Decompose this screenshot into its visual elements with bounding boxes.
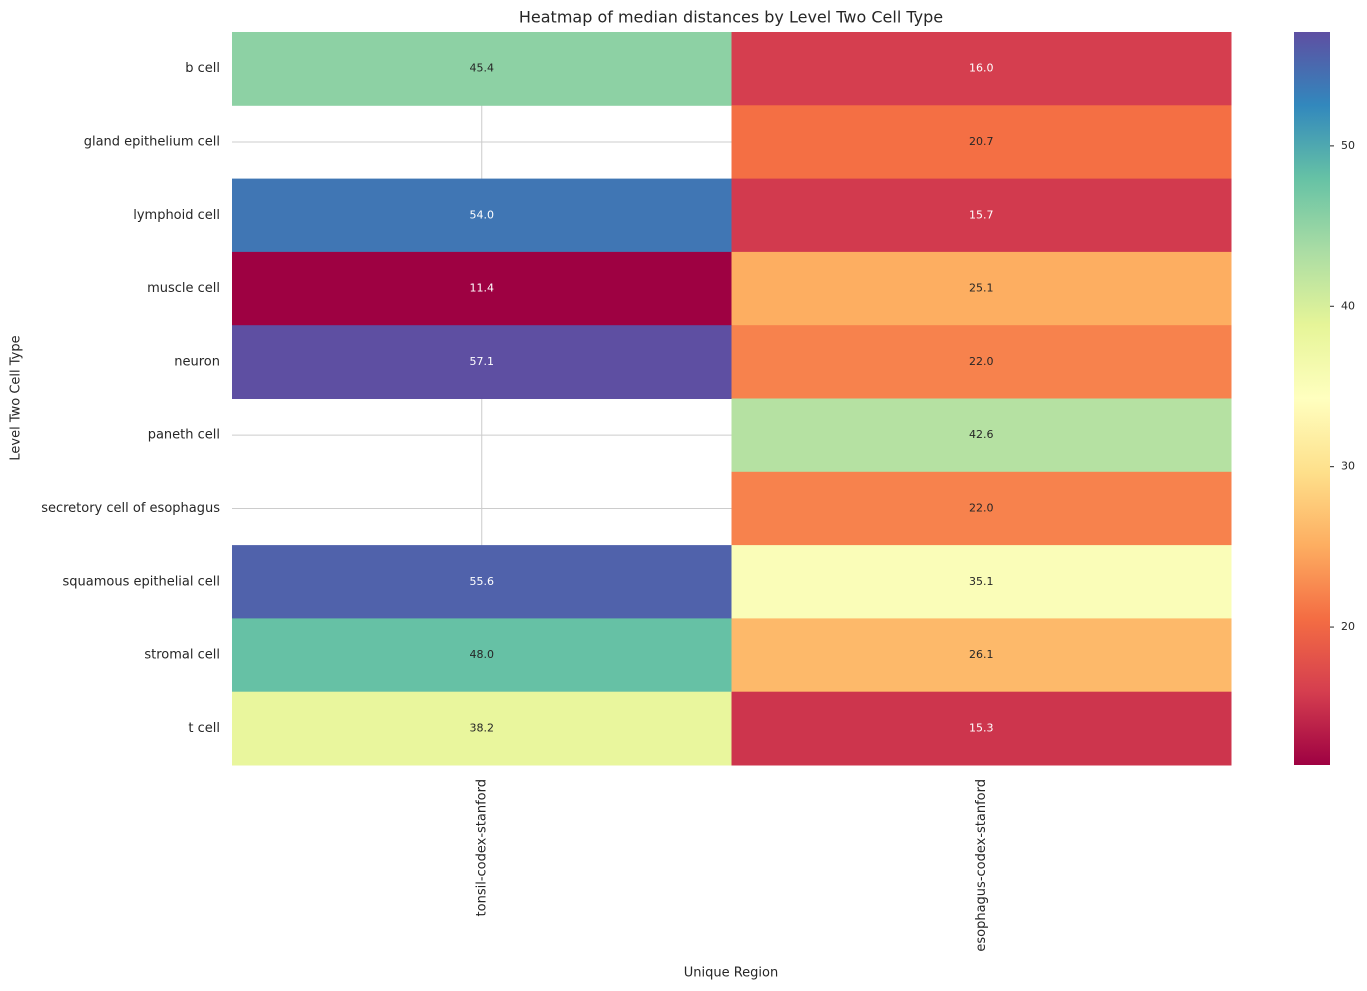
colorbar-tick-label: 50 bbox=[1341, 139, 1355, 152]
y-tick-label: stromal cell bbox=[144, 648, 220, 663]
cell-label: 45.4 bbox=[470, 62, 495, 75]
heatmap-cell bbox=[731, 398, 1232, 473]
y-tick-label: squamous epithelial cell bbox=[63, 574, 221, 589]
y-tick-label: lymphoid cell bbox=[133, 208, 220, 223]
heatmap-cell bbox=[232, 545, 732, 619]
heatmap-cell bbox=[232, 251, 732, 326]
x-axis-label: Unique Region bbox=[684, 966, 779, 981]
heatmap-cell bbox=[731, 545, 1232, 619]
cells: 45.4 16.0 20.7 54.0 15.7 11.4 25.1 57.1 22.0 42.6… bbox=[232, 32, 1232, 766]
cell-label: 22.0 bbox=[969, 501, 994, 514]
heatmap-cell bbox=[731, 618, 1232, 693]
cell-label: 22.0 bbox=[969, 355, 994, 368]
heatmap-cell bbox=[731, 691, 1232, 766]
y-tick-label: gland epithelium cell bbox=[84, 134, 220, 149]
y-tick-label: b cell bbox=[185, 61, 220, 76]
cell-label: 42.6 bbox=[969, 428, 994, 441]
y-tick-label: muscle cell bbox=[147, 281, 220, 296]
heatmap-cell bbox=[731, 251, 1232, 326]
chart-title: Heatmap of median distances by Level Two… bbox=[519, 8, 943, 27]
heatmap-cell bbox=[731, 105, 1232, 180]
cell-label: 54.0 bbox=[470, 208, 495, 221]
colorbar-tick-label: 20 bbox=[1341, 620, 1355, 633]
x-tick-label: tonsil-codex-stanford bbox=[474, 779, 489, 916]
cell-label: 35.1 bbox=[969, 575, 994, 588]
colorbar bbox=[1294, 32, 1330, 765]
y-tick-label: paneth cell bbox=[148, 428, 220, 443]
cell-label: 25.1 bbox=[969, 282, 994, 295]
heatmap-cell bbox=[232, 691, 732, 766]
y-tick-label: secretory cell of esophagus bbox=[41, 501, 220, 516]
colorbar-tick-label: 40 bbox=[1341, 299, 1355, 312]
heatmap-cell bbox=[232, 325, 732, 399]
heatmap-cell bbox=[731, 325, 1232, 399]
cell-label: 26.1 bbox=[969, 648, 994, 661]
y-tick-label: t cell bbox=[188, 721, 220, 736]
colorbar-tick-label: 30 bbox=[1341, 460, 1355, 473]
heatmap-cell bbox=[731, 471, 1232, 546]
cell-label: 11.4 bbox=[470, 282, 495, 295]
heatmap-cell bbox=[731, 178, 1232, 253]
cell-label: 57.1 bbox=[470, 355, 495, 368]
y-tick-label: neuron bbox=[174, 354, 220, 369]
cell-label: 48.0 bbox=[470, 648, 495, 661]
heatmap-cell bbox=[232, 178, 732, 253]
cell-label: 38.2 bbox=[470, 721, 495, 734]
heatmap-cell bbox=[232, 618, 732, 693]
cell-label: 16.0 bbox=[969, 62, 994, 75]
cell-label: 55.6 bbox=[470, 575, 495, 588]
heatmap-cell bbox=[232, 32, 732, 106]
heatmap-cell bbox=[731, 32, 1232, 106]
cell-label: 15.7 bbox=[969, 208, 994, 221]
cell-label: 15.3 bbox=[969, 721, 994, 734]
cell-label: 20.7 bbox=[969, 135, 994, 148]
x-tick-label: esophagus-codex-stanford bbox=[974, 779, 989, 952]
y-axis-label: Level Two Cell Type bbox=[9, 335, 24, 460]
